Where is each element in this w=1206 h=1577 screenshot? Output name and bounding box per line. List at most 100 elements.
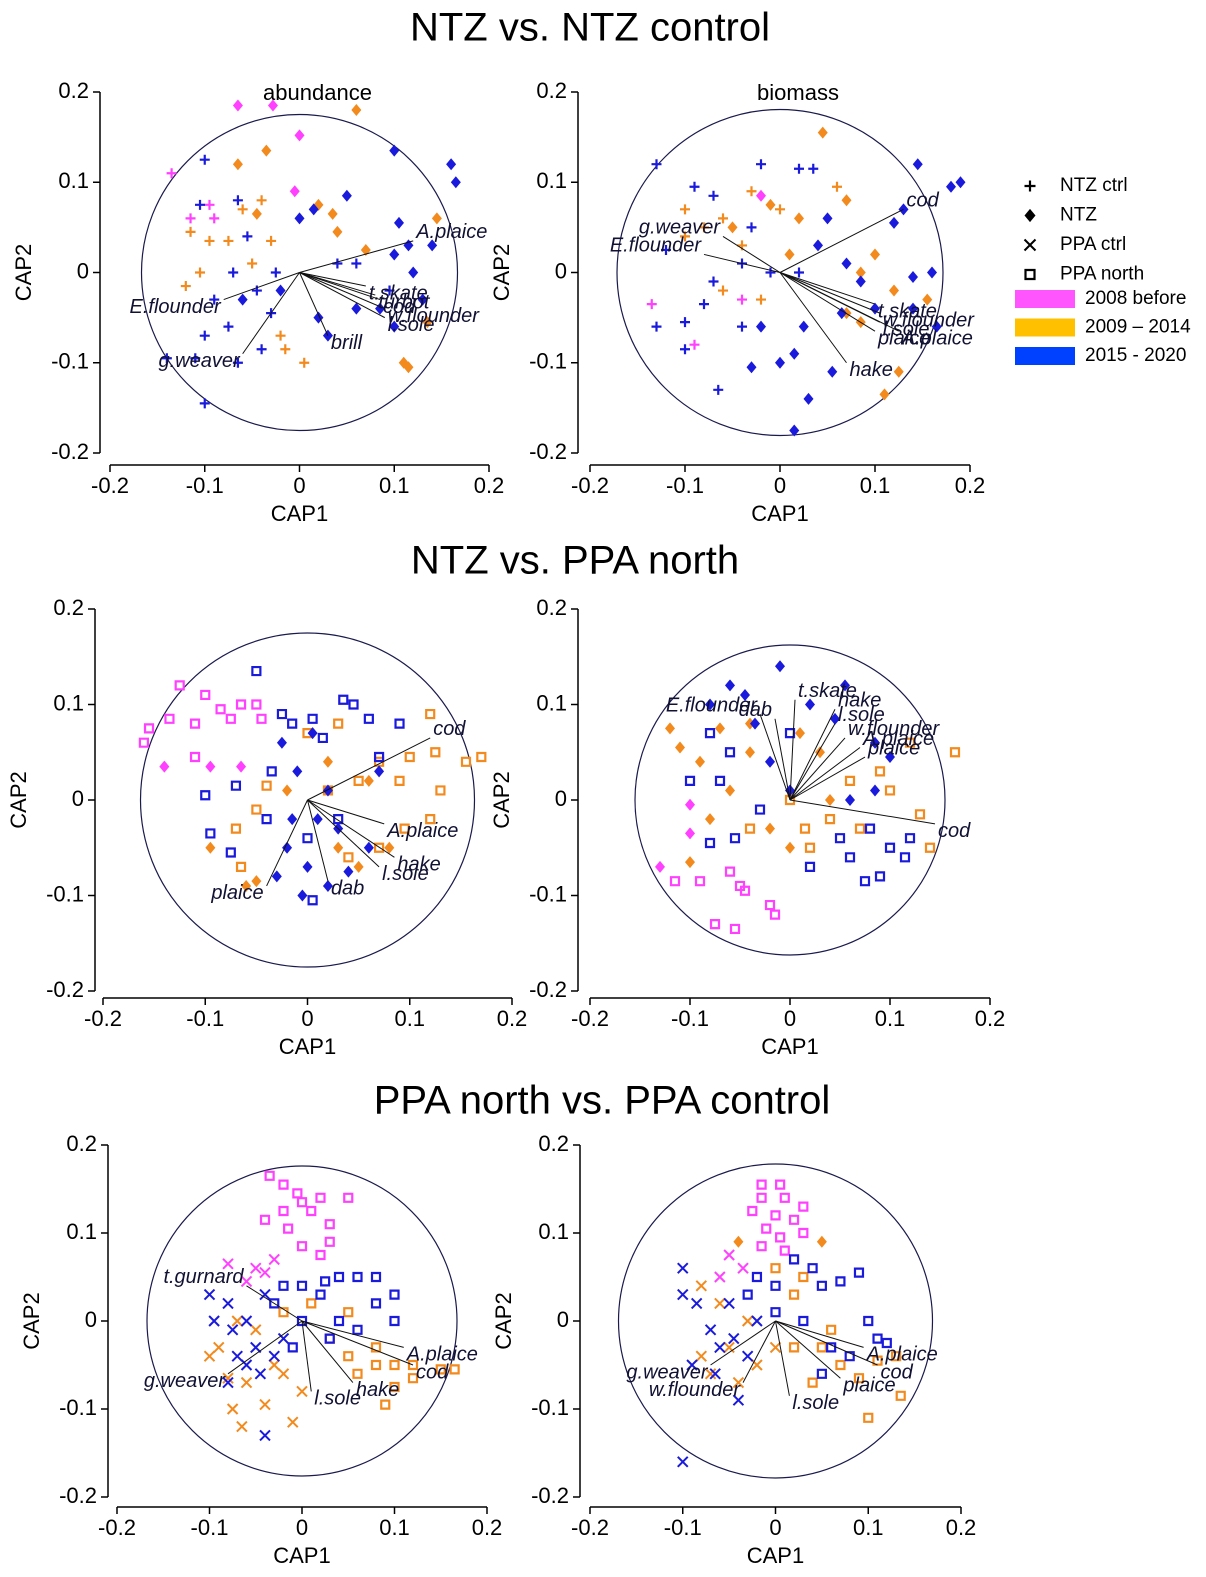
- species-vector: [789, 709, 836, 801]
- point: [351, 104, 362, 117]
- point: [327, 207, 338, 220]
- point: [804, 842, 816, 853]
- point: [315, 1289, 326, 1300]
- point: [203, 1288, 216, 1301]
- point: [680, 231, 690, 242]
- point: [756, 320, 766, 333]
- point: [476, 751, 487, 763]
- point: [306, 1205, 317, 1217]
- point: [677, 1456, 689, 1468]
- point: [389, 248, 400, 261]
- point: [435, 1364, 446, 1375]
- x-tick-label: -0.2: [91, 473, 129, 498]
- point: [247, 258, 258, 269]
- point: [296, 1385, 308, 1398]
- point: [685, 798, 695, 811]
- point: [826, 1342, 837, 1353]
- point: [699, 299, 709, 310]
- point: [836, 307, 847, 320]
- point: [276, 736, 287, 749]
- point: [264, 1170, 275, 1181]
- point: [746, 186, 757, 197]
- point: [807, 1263, 818, 1274]
- point: [775, 204, 785, 215]
- point: [694, 876, 706, 887]
- point: [320, 1276, 331, 1287]
- point: [267, 99, 278, 112]
- point: [779, 1192, 790, 1203]
- species-label: plaice: [210, 882, 263, 904]
- x-tick-label: 0.1: [379, 473, 410, 498]
- y-tick-label: 0.2: [58, 78, 89, 103]
- species-label: E.flounder: [130, 296, 223, 318]
- point: [266, 766, 277, 777]
- point: [333, 841, 344, 854]
- point: [863, 1315, 874, 1327]
- point: [180, 281, 191, 292]
- point: [373, 751, 385, 763]
- point: [343, 865, 354, 878]
- species-label: plaice: [877, 327, 930, 349]
- y-axis-label: CAP2: [489, 771, 514, 828]
- x-tick-label: 0: [769, 1515, 781, 1540]
- point: [655, 860, 665, 873]
- point: [289, 185, 300, 198]
- point: [333, 1271, 345, 1283]
- point: [732, 1394, 745, 1406]
- legend-label: NTZ ctrl: [1060, 175, 1128, 196]
- point: [256, 713, 267, 724]
- point: [927, 266, 937, 279]
- point: [740, 688, 750, 701]
- point: [718, 213, 728, 224]
- point: [816, 1280, 827, 1291]
- point: [745, 746, 755, 759]
- point: [389, 144, 400, 157]
- point: [824, 814, 836, 825]
- species-vector: [779, 208, 904, 273]
- point: [363, 713, 374, 724]
- point: [425, 814, 436, 825]
- point: [874, 871, 886, 882]
- point: [332, 225, 343, 238]
- point: [714, 1341, 726, 1354]
- point: [259, 1214, 271, 1225]
- point: [844, 852, 856, 863]
- point: [200, 689, 211, 701]
- y-tick-label: -0.1: [46, 881, 84, 906]
- point: [324, 1333, 335, 1344]
- point: [242, 231, 253, 242]
- point: [343, 1351, 354, 1362]
- point: [315, 1249, 326, 1261]
- point: [854, 823, 866, 834]
- point: [268, 1359, 280, 1371]
- point: [338, 694, 349, 705]
- point: [205, 760, 216, 773]
- legend-label: 2009 – 2014: [1085, 317, 1191, 338]
- point: [775, 356, 785, 369]
- point: [280, 344, 291, 355]
- point: [690, 1297, 703, 1310]
- point: [332, 258, 343, 269]
- x-tick-label: 0.2: [955, 473, 986, 498]
- point: [746, 361, 757, 374]
- point: [277, 1368, 290, 1380]
- point: [370, 1271, 382, 1283]
- point: [804, 861, 816, 872]
- point: [341, 189, 352, 202]
- x-tick-label: -0.1: [186, 1006, 224, 1031]
- point: [430, 747, 441, 758]
- point: [271, 870, 282, 883]
- point: [306, 1298, 317, 1309]
- species-vector: [775, 1320, 864, 1348]
- point: [713, 384, 724, 395]
- point: [677, 1262, 689, 1274]
- point: [199, 398, 210, 409]
- point: [853, 1373, 865, 1384]
- point: [718, 285, 728, 296]
- point: [374, 765, 385, 778]
- species-vector: [779, 272, 880, 314]
- x-tick-label: 0: [784, 1006, 796, 1031]
- point: [408, 266, 419, 279]
- point: [283, 1223, 294, 1234]
- y-tick-label: 0: [555, 258, 567, 283]
